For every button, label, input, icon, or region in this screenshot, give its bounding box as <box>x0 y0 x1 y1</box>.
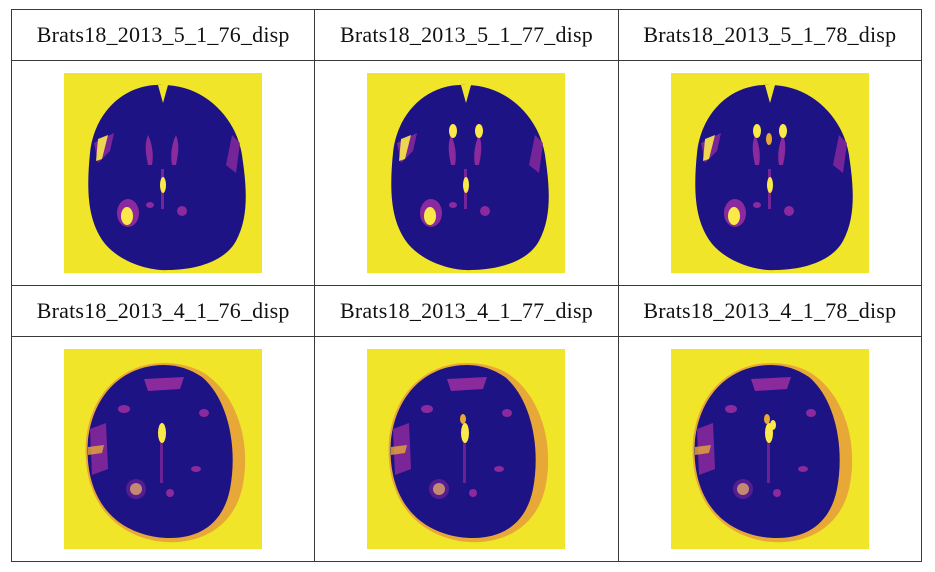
brain-scan-image <box>367 349 566 549</box>
brain-scan-image <box>367 73 566 273</box>
image-cell <box>10 336 316 562</box>
image-cell <box>314 336 619 562</box>
header-row-1: Brats18_2013_5_1_76_disp Brats18_2013_5_… <box>10 9 923 61</box>
header-row-2: Brats18_2013_4_1_76_disp Brats18_2013_4_… <box>10 285 923 337</box>
cell-label: Brats18_2013_4_1_77_disp <box>314 285 619 337</box>
cell-label: Brats18_2013_5_1_76_disp <box>10 9 316 61</box>
brain-scan-image <box>670 73 869 273</box>
image-cell <box>617 60 923 286</box>
cell-label: Brats18_2013_5_1_78_disp <box>617 9 923 61</box>
cell-label: Brats18_2013_5_1_77_disp <box>314 9 619 61</box>
cell-label: Brats18_2013_4_1_76_disp <box>10 285 316 337</box>
brain-scan-image <box>64 349 263 549</box>
image-cell <box>617 336 923 562</box>
image-row-2 <box>10 336 923 562</box>
brain-scan-image <box>64 73 263 273</box>
cell-label: Brats18_2013_4_1_78_disp <box>617 285 923 337</box>
image-row-1 <box>10 60 923 286</box>
image-cell <box>10 60 316 286</box>
image-cell <box>314 60 619 286</box>
brain-scan-image <box>670 349 869 549</box>
image-grid-table: Brats18_2013_5_1_76_disp Brats18_2013_5_… <box>10 9 923 562</box>
